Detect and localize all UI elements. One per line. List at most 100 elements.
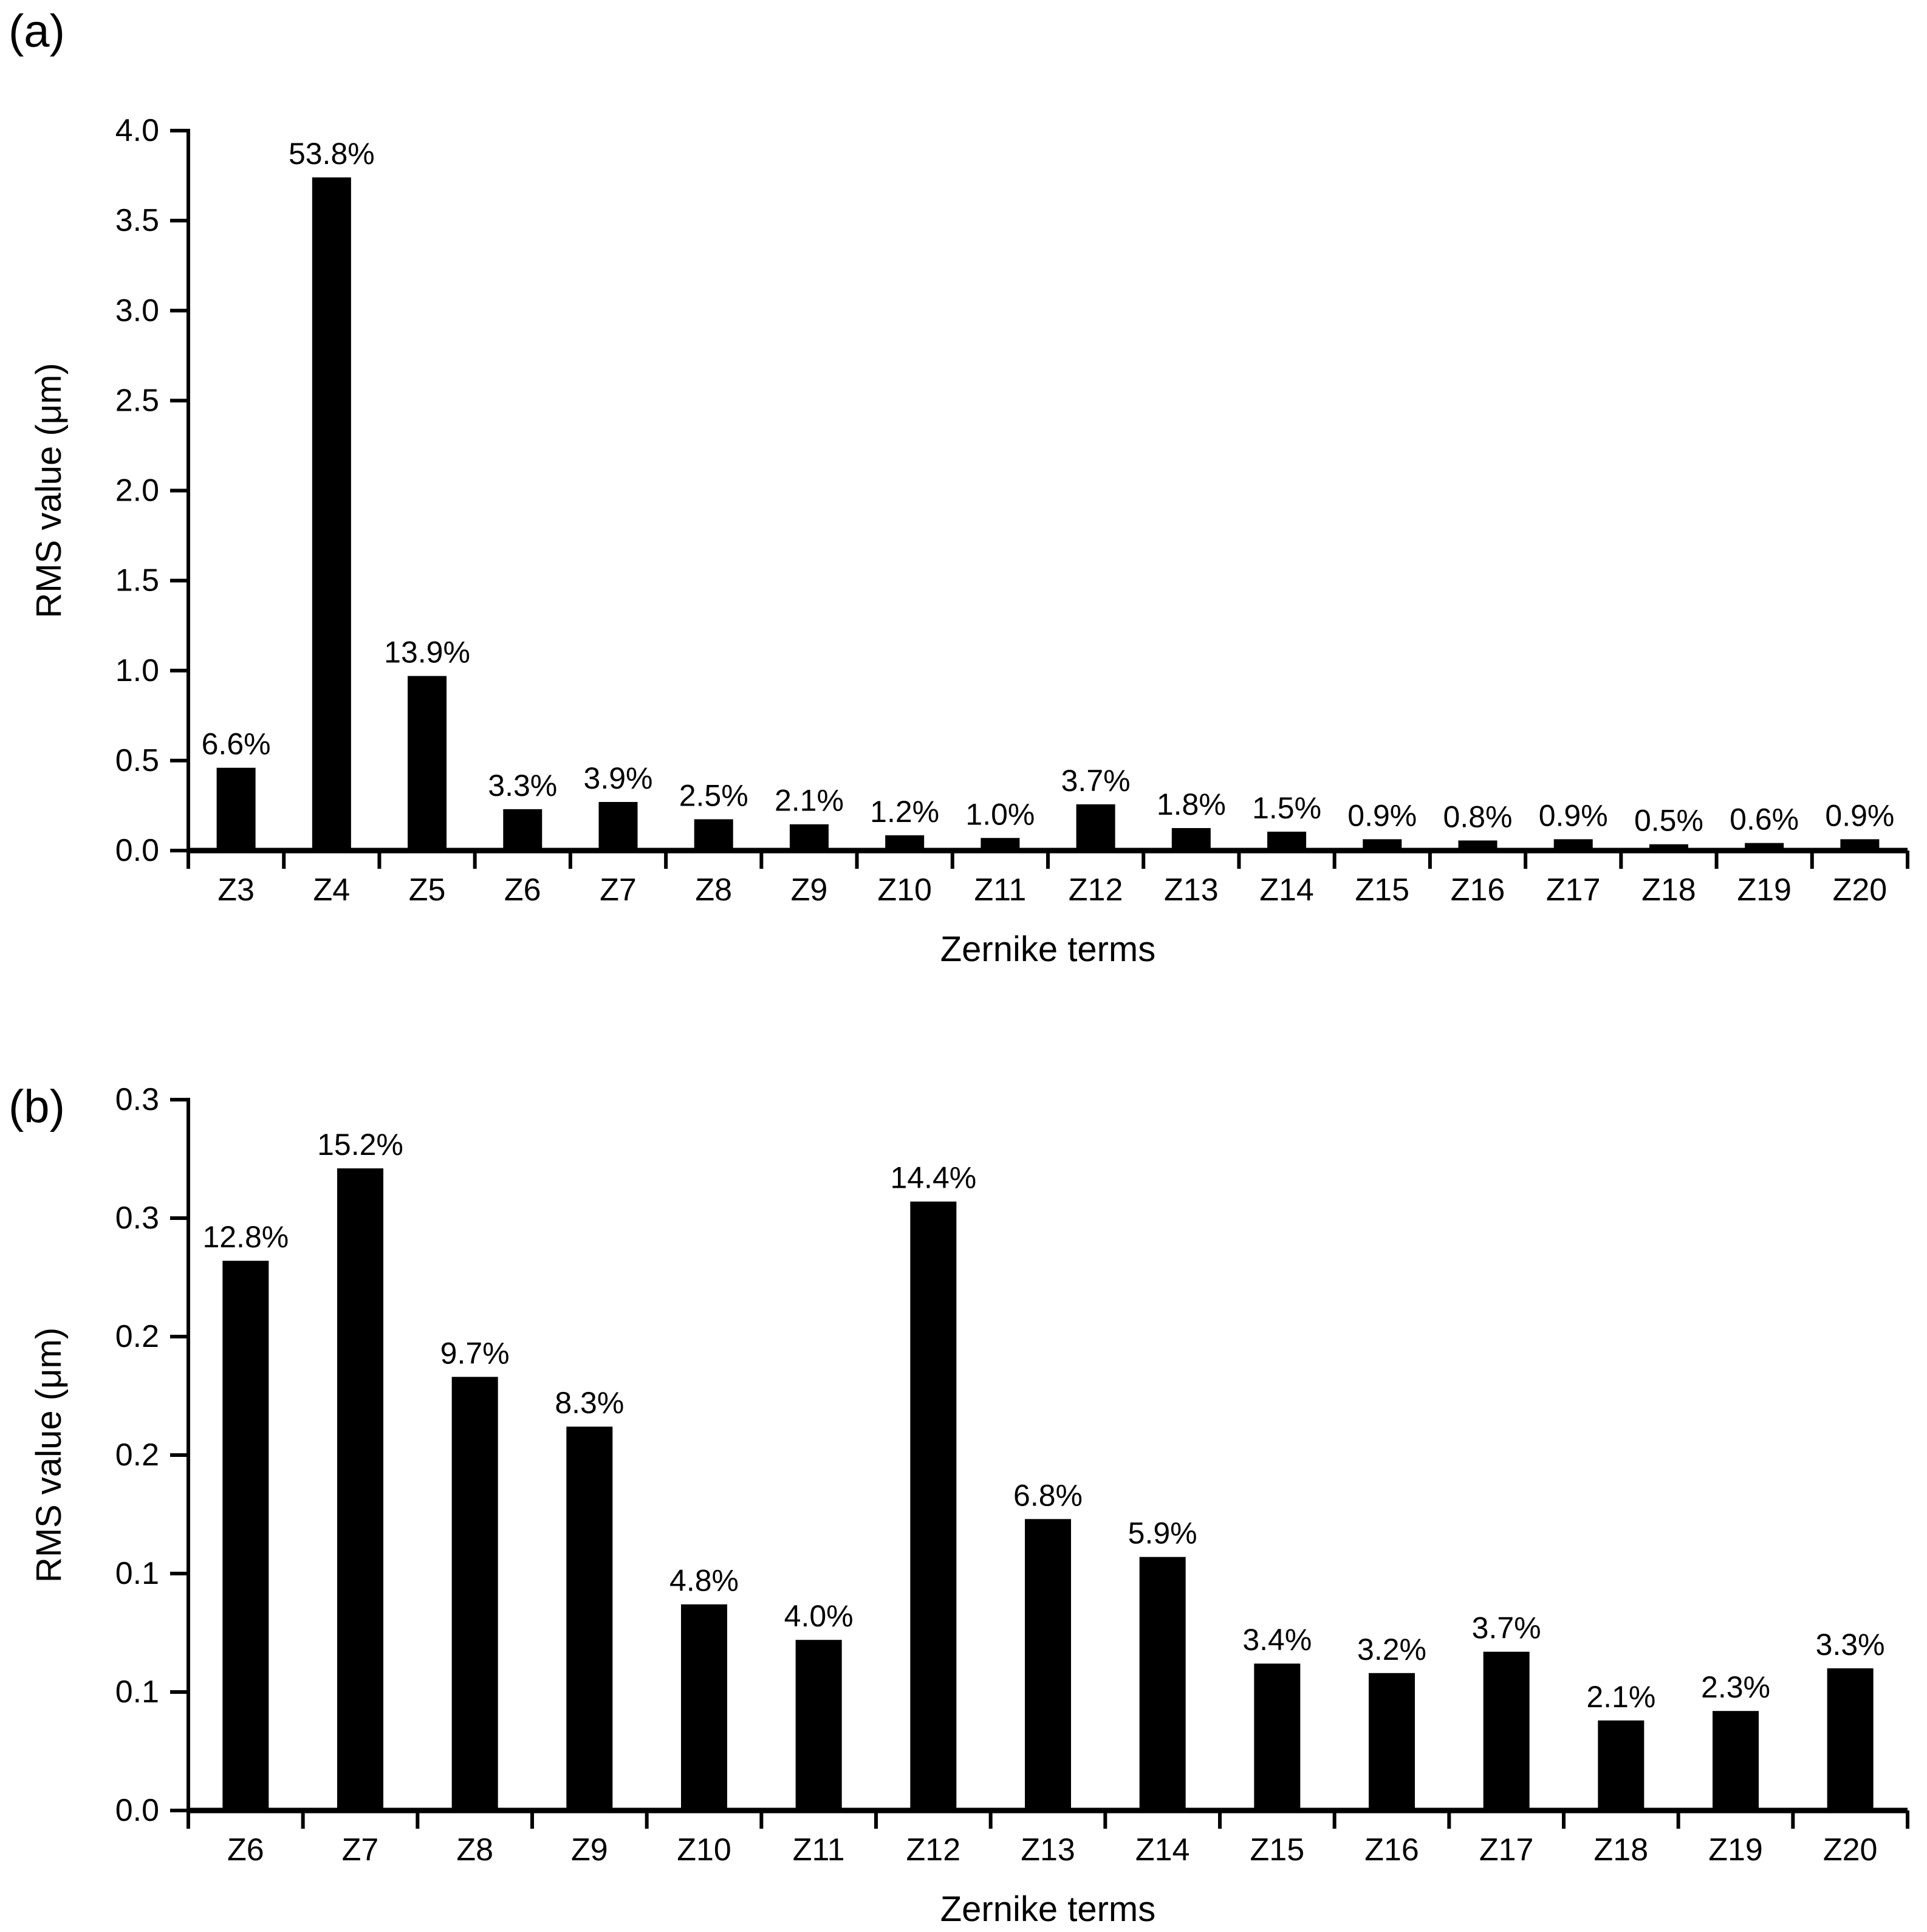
x-category-label-Z4: Z4 xyxy=(313,872,350,908)
bar-label-Z4: 53.8% xyxy=(289,137,375,171)
bar-Z19 xyxy=(1745,843,1784,851)
x-category-label-Z6: Z6 xyxy=(227,1832,264,1868)
bar-Z8 xyxy=(451,1377,498,1810)
bar-label-Z8: 9.7% xyxy=(440,1336,510,1370)
bar-label-Z7: 15.2% xyxy=(317,1128,403,1162)
x-category-label-Z18: Z18 xyxy=(1594,1832,1649,1868)
x-category-label-Z19: Z19 xyxy=(1708,1832,1763,1868)
bar-Z8 xyxy=(694,819,733,851)
bar-label-Z20: 3.3% xyxy=(1816,1628,1885,1662)
bar-label-Z14: 1.5% xyxy=(1252,791,1321,825)
y-tick-label: 3.5 xyxy=(115,203,159,238)
x-category-label-Z18: Z18 xyxy=(1641,872,1696,908)
x-category-label-Z7: Z7 xyxy=(342,1832,379,1868)
y-tick-label: 3.0 xyxy=(115,293,159,328)
x-category-label-Z11: Z11 xyxy=(793,1832,845,1868)
y-tick-label: 0.1 xyxy=(115,1556,159,1591)
x-category-label-Z14: Z14 xyxy=(1259,872,1314,908)
bar-Z16 xyxy=(1369,1673,1415,1810)
bar-label-Z13: 6.8% xyxy=(1013,1478,1083,1512)
bar-Z17 xyxy=(1553,839,1593,851)
y-tick-label: 0.3 xyxy=(115,1082,159,1117)
bar-Z7 xyxy=(337,1168,383,1810)
bar-label-Z12: 3.7% xyxy=(1061,764,1131,798)
bar-label-Z18: 0.5% xyxy=(1634,804,1703,838)
bar-Z3 xyxy=(216,767,256,851)
x-category-label-Z12: Z12 xyxy=(906,1832,961,1868)
panel-b: (b) 0.3 0.3 0.2 0.2 0.1 0.1 0.0 12.8% Z6 15.2% Z7 9… xyxy=(0,1021,1927,1932)
bar-Z19 xyxy=(1713,1711,1759,1810)
bar-label-Z16: 3.2% xyxy=(1357,1632,1426,1667)
y-tick-label: 0.2 xyxy=(115,1319,159,1354)
bar-label-Z17: 3.7% xyxy=(1472,1611,1541,1645)
bar-label-Z17: 0.9% xyxy=(1539,798,1608,832)
bar-Z16 xyxy=(1458,840,1497,851)
x-category-label-Z19: Z19 xyxy=(1737,872,1792,908)
bar-label-Z15: 0.9% xyxy=(1347,798,1417,832)
x-category-label-Z10: Z10 xyxy=(877,872,932,908)
x-category-label-Z8: Z8 xyxy=(695,872,732,908)
x-category-label-Z6: Z6 xyxy=(504,872,541,908)
x-category-label-Z17: Z17 xyxy=(1546,872,1601,908)
y-tick-label: 0.5 xyxy=(115,743,159,778)
bar-Z13 xyxy=(1171,827,1211,851)
bar-label-Z6: 12.8% xyxy=(202,1220,289,1254)
panel-a: (a) 4.0 3.5 3.0 2.5 2.0 1.5 1.0 0.5 0.0 6.6% Z3 53.… xyxy=(9,5,1909,969)
bar-Z18 xyxy=(1649,844,1688,851)
bar-Z7 xyxy=(598,802,638,851)
bar-Z11 xyxy=(981,838,1020,851)
bar-Z6 xyxy=(222,1261,269,1810)
bar-label-Z7: 3.9% xyxy=(584,761,653,795)
bar-Z11 xyxy=(795,1640,842,1810)
x-category-label-Z20: Z20 xyxy=(1833,872,1888,908)
bar-Z13 xyxy=(1025,1519,1071,1810)
bar-label-Z6: 3.3% xyxy=(488,769,557,803)
panel-a-letter: (a) xyxy=(9,5,65,57)
x-category-label-Z15: Z15 xyxy=(1250,1832,1305,1868)
y-axis-title: RMS value (μm) xyxy=(29,363,69,618)
bar-label-Z18: 2.1% xyxy=(1586,1680,1655,1714)
bar-Z14 xyxy=(1267,831,1307,851)
x-axis-title: Zernike terms xyxy=(940,1889,1156,1929)
panel-a-bar-chart: 4.0 3.5 3.0 2.5 2.0 1.5 1.0 0.5 0.0 6.6% Z3 53.8% Z4… xyxy=(29,113,1909,969)
x-category-label-Z11: Z11 xyxy=(974,872,1027,908)
bar-Z10 xyxy=(681,1604,727,1810)
x-axis-title: Zernike terms xyxy=(940,930,1156,969)
bar-label-Z9: 8.3% xyxy=(555,1386,624,1420)
bar-label-Z10: 4.8% xyxy=(669,1564,739,1598)
y-tick-label: 1.5 xyxy=(115,563,159,598)
x-category-label-Z8: Z8 xyxy=(456,1832,493,1868)
bar-Z9 xyxy=(566,1427,613,1810)
y-tick-label: 0.1 xyxy=(115,1674,159,1710)
panel-b-bar-chart: 0.3 0.3 0.2 0.2 0.1 0.1 0.0 12.8% Z6 15.2% Z7 9.7% Z… xyxy=(29,1082,1909,1929)
bar-label-Z11: 1.0% xyxy=(965,797,1035,831)
bar-Z14 xyxy=(1139,1557,1186,1810)
bar-label-Z5: 13.9% xyxy=(384,635,470,670)
x-category-label-Z16: Z16 xyxy=(1451,872,1505,908)
bar-Z12 xyxy=(1076,804,1115,851)
y-tick-label: 0.3 xyxy=(115,1201,159,1236)
y-tick-label: 0.0 xyxy=(115,1793,159,1828)
bar-Z4 xyxy=(312,177,351,851)
x-category-label-Z13: Z13 xyxy=(1021,1832,1075,1868)
bar-Z5 xyxy=(408,676,447,851)
x-category-label-Z9: Z9 xyxy=(791,872,828,908)
bar-label-Z12: 14.4% xyxy=(890,1161,976,1195)
y-tick-label: 1.0 xyxy=(115,653,159,688)
bar-Z18 xyxy=(1598,1720,1645,1810)
x-category-label-Z12: Z12 xyxy=(1069,872,1123,908)
bar-Z20 xyxy=(1827,1668,1874,1810)
x-category-label-Z3: Z3 xyxy=(217,872,255,908)
x-category-label-Z17: Z17 xyxy=(1479,1832,1534,1868)
x-category-label-Z9: Z9 xyxy=(571,1832,608,1868)
bar-Z12 xyxy=(910,1201,957,1810)
bar-Z10 xyxy=(885,835,925,851)
bar-Z17 xyxy=(1483,1651,1530,1810)
bar-Z15 xyxy=(1254,1663,1301,1810)
bar-Z20 xyxy=(1840,839,1880,851)
x-category-label-Z14: Z14 xyxy=(1135,1832,1190,1868)
bar-Z15 xyxy=(1363,839,1402,851)
y-tick-label: 0.0 xyxy=(115,833,159,868)
bar-label-Z15: 3.4% xyxy=(1242,1623,1312,1657)
